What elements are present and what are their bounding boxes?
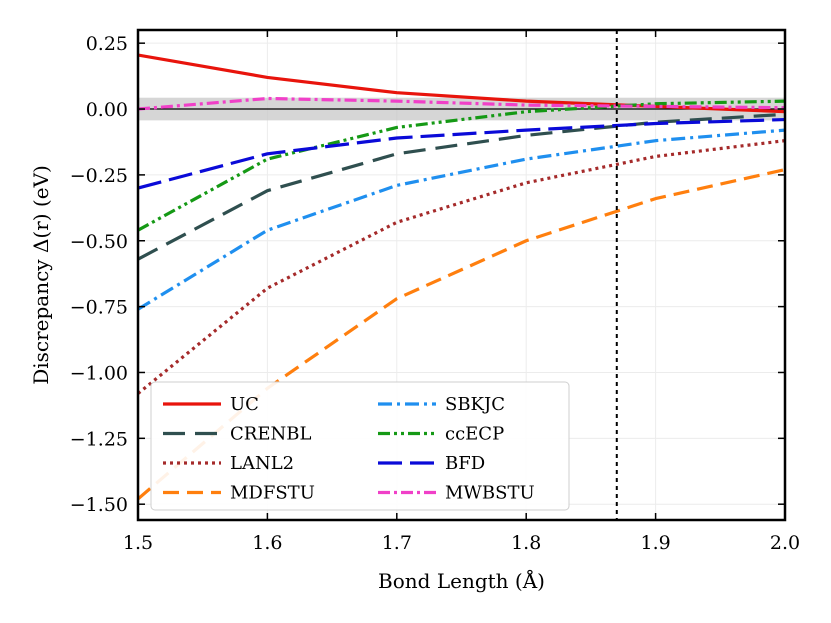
legend-label-bfd: BFD bbox=[445, 453, 485, 474]
axis-ticks: 1.5 1.6 1.7 1.8 1.9 2.0 0.25 0.00 −0.25 −0.50 −0.7… bbox=[70, 30, 800, 554]
series-line-mdfstu bbox=[138, 168, 785, 501]
legend: UC CRENBL LANL2 MDFSTU SBKJC ccECP BFD MWBSTU bbox=[150, 381, 570, 511]
x-tick-label: 1.5 bbox=[123, 532, 153, 554]
series-line-bfd bbox=[138, 117, 785, 190]
x-tick-label: 1.7 bbox=[382, 532, 412, 554]
x-tick-label: 1.6 bbox=[252, 532, 282, 554]
x-tick-label: 1.8 bbox=[511, 532, 541, 554]
x-tick-label: 2.0 bbox=[770, 532, 800, 554]
legend-label-mwbstu: MWBSTU bbox=[445, 483, 535, 504]
legend-label-uc: UC bbox=[230, 394, 259, 415]
y-tick-label: −1.50 bbox=[70, 494, 128, 516]
x-tick-label: 1.9 bbox=[640, 532, 670, 554]
x-axis-title: Bond Length (Å) bbox=[378, 568, 545, 593]
y-axis-title: Discrepancy Δ(r) (eV) bbox=[29, 165, 53, 385]
series-line-sbkjc bbox=[138, 128, 785, 311]
y-tick-label: −0.75 bbox=[70, 297, 128, 319]
legend-label-mdfstu: MDFSTU bbox=[230, 483, 315, 504]
y-tick-label: −0.50 bbox=[70, 231, 128, 253]
series-line-ccecp bbox=[138, 99, 785, 232]
series-line-lanl2 bbox=[138, 139, 785, 395]
series-line-mwbstu bbox=[138, 96, 785, 111]
chemical-accuracy-band-layer bbox=[138, 97, 785, 121]
legend-label-ccecp: ccECP bbox=[445, 424, 504, 445]
y-tick-label: −1.00 bbox=[70, 362, 128, 384]
legend-label-lanl2: LANL2 bbox=[230, 453, 294, 474]
legend-label-sbkjc: SBKJC bbox=[445, 394, 505, 415]
series-lines bbox=[138, 53, 785, 501]
y-tick-label: 0.00 bbox=[86, 99, 128, 121]
series-line-crenbl bbox=[138, 112, 785, 261]
legend-label-crenbl: CRENBL bbox=[230, 424, 311, 445]
y-tick-label: −0.25 bbox=[70, 165, 128, 187]
plot-frame bbox=[136, 28, 787, 522]
legend-box bbox=[150, 381, 570, 511]
y-tick-label: −1.25 bbox=[70, 428, 128, 450]
y-tick-label: 0.25 bbox=[86, 33, 128, 55]
